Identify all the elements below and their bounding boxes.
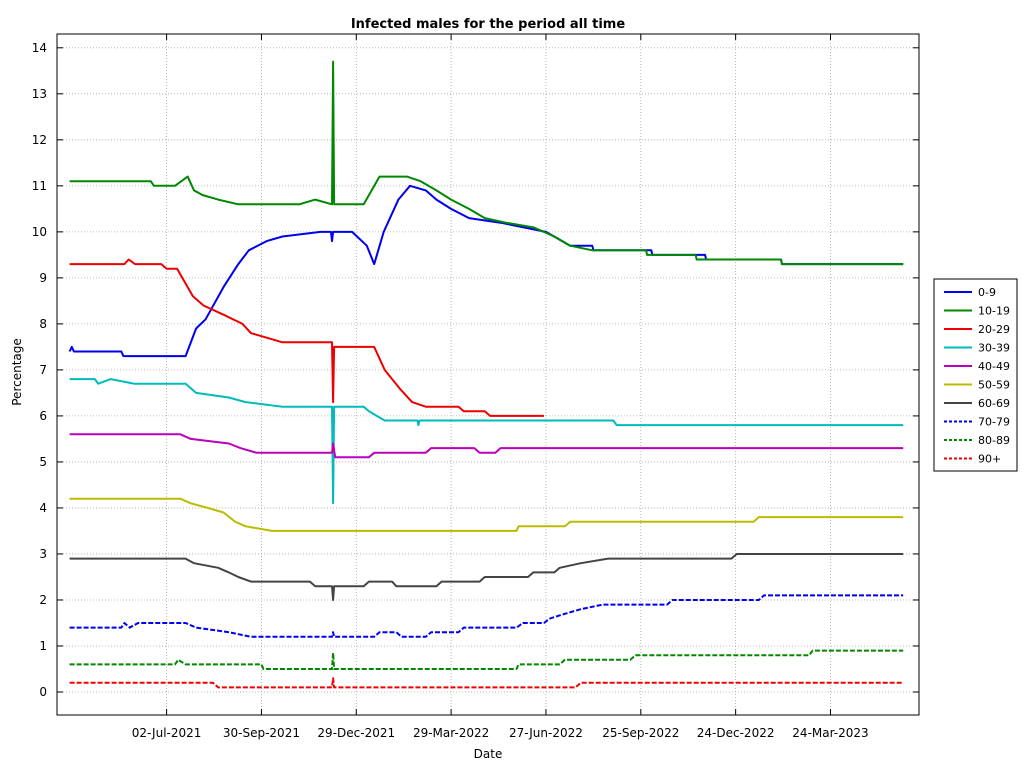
series-line-10-19 <box>69 60 904 266</box>
legend-label: 50-59 <box>978 379 1010 392</box>
grid-lines <box>57 34 919 715</box>
series-line-20-29 <box>69 258 544 417</box>
x-tick-label: 30-Sep-2021 <box>223 726 300 740</box>
x-axis-label: Date <box>474 747 503 761</box>
x-tick-label: 29-Dec-2021 <box>317 726 395 740</box>
legend-label: 70-79 <box>978 416 1010 429</box>
x-tick-label: 27-Jun-2022 <box>509 726 583 740</box>
y-tick-label: 1 <box>39 639 47 653</box>
y-tick-label: 13 <box>32 87 47 101</box>
legend-label: 90+ <box>978 453 1001 466</box>
x-tick-label: 24-Dec-2022 <box>697 726 775 740</box>
y-axis-label: Percentage <box>10 338 24 406</box>
legend-label: 40-49 <box>978 360 1010 373</box>
legend-label: 30-39 <box>978 342 1010 355</box>
series-line-80-89 <box>69 649 904 670</box>
y-tick-label: 10 <box>32 225 47 239</box>
chart-title: Infected males for the period all time <box>351 17 626 32</box>
x-axis: 02-Jul-2021 30-Sep-2021 29-Dec-2021 29-Mar-… <box>132 34 869 740</box>
plot-frame <box>56 33 920 716</box>
series-line-70-79 <box>69 594 904 638</box>
series-line-50-59 <box>69 497 904 532</box>
x-tick-label: 24-Mar-2023 <box>792 726 868 740</box>
y-tick-label: 12 <box>32 133 47 147</box>
legend-label: 0-9 <box>978 286 996 299</box>
series-line-0-9 <box>68 184 904 358</box>
y-tick-label: 2 <box>39 593 47 607</box>
series-line-30-39 <box>69 378 904 505</box>
legend-label: 20-29 <box>978 323 1010 336</box>
series-line-90+ <box>69 677 904 689</box>
y-tick-label: 3 <box>39 547 47 561</box>
y-tick-label: 5 <box>39 455 47 469</box>
legend-label: 60-69 <box>978 397 1010 410</box>
y-tick-label: 4 <box>39 501 47 515</box>
y-tick-label: 11 <box>32 179 47 193</box>
y-tick-label: 6 <box>39 409 47 423</box>
legend: 0-9 10-19 20-29 30-39 40-49 50-59 60-69 70-79 80… <box>933 278 1018 472</box>
series-line-40-49 <box>69 433 904 459</box>
y-tick-label: 9 <box>39 271 47 285</box>
y-tick-label: 14 <box>32 41 47 55</box>
y-tick-label: 7 <box>39 363 47 377</box>
y-tick-label: 0 <box>39 685 47 699</box>
series-layer <box>68 60 904 689</box>
y-tick-label: 8 <box>39 317 47 331</box>
x-tick-label: 25-Sep-2022 <box>602 726 679 740</box>
series-line-60-69 <box>69 553 904 601</box>
x-tick-label: 29-Mar-2022 <box>413 726 489 740</box>
x-tick-label: 02-Jul-2021 <box>132 726 202 740</box>
legend-label: 10-19 <box>978 305 1010 318</box>
legend-label: 80-89 <box>978 434 1010 447</box>
